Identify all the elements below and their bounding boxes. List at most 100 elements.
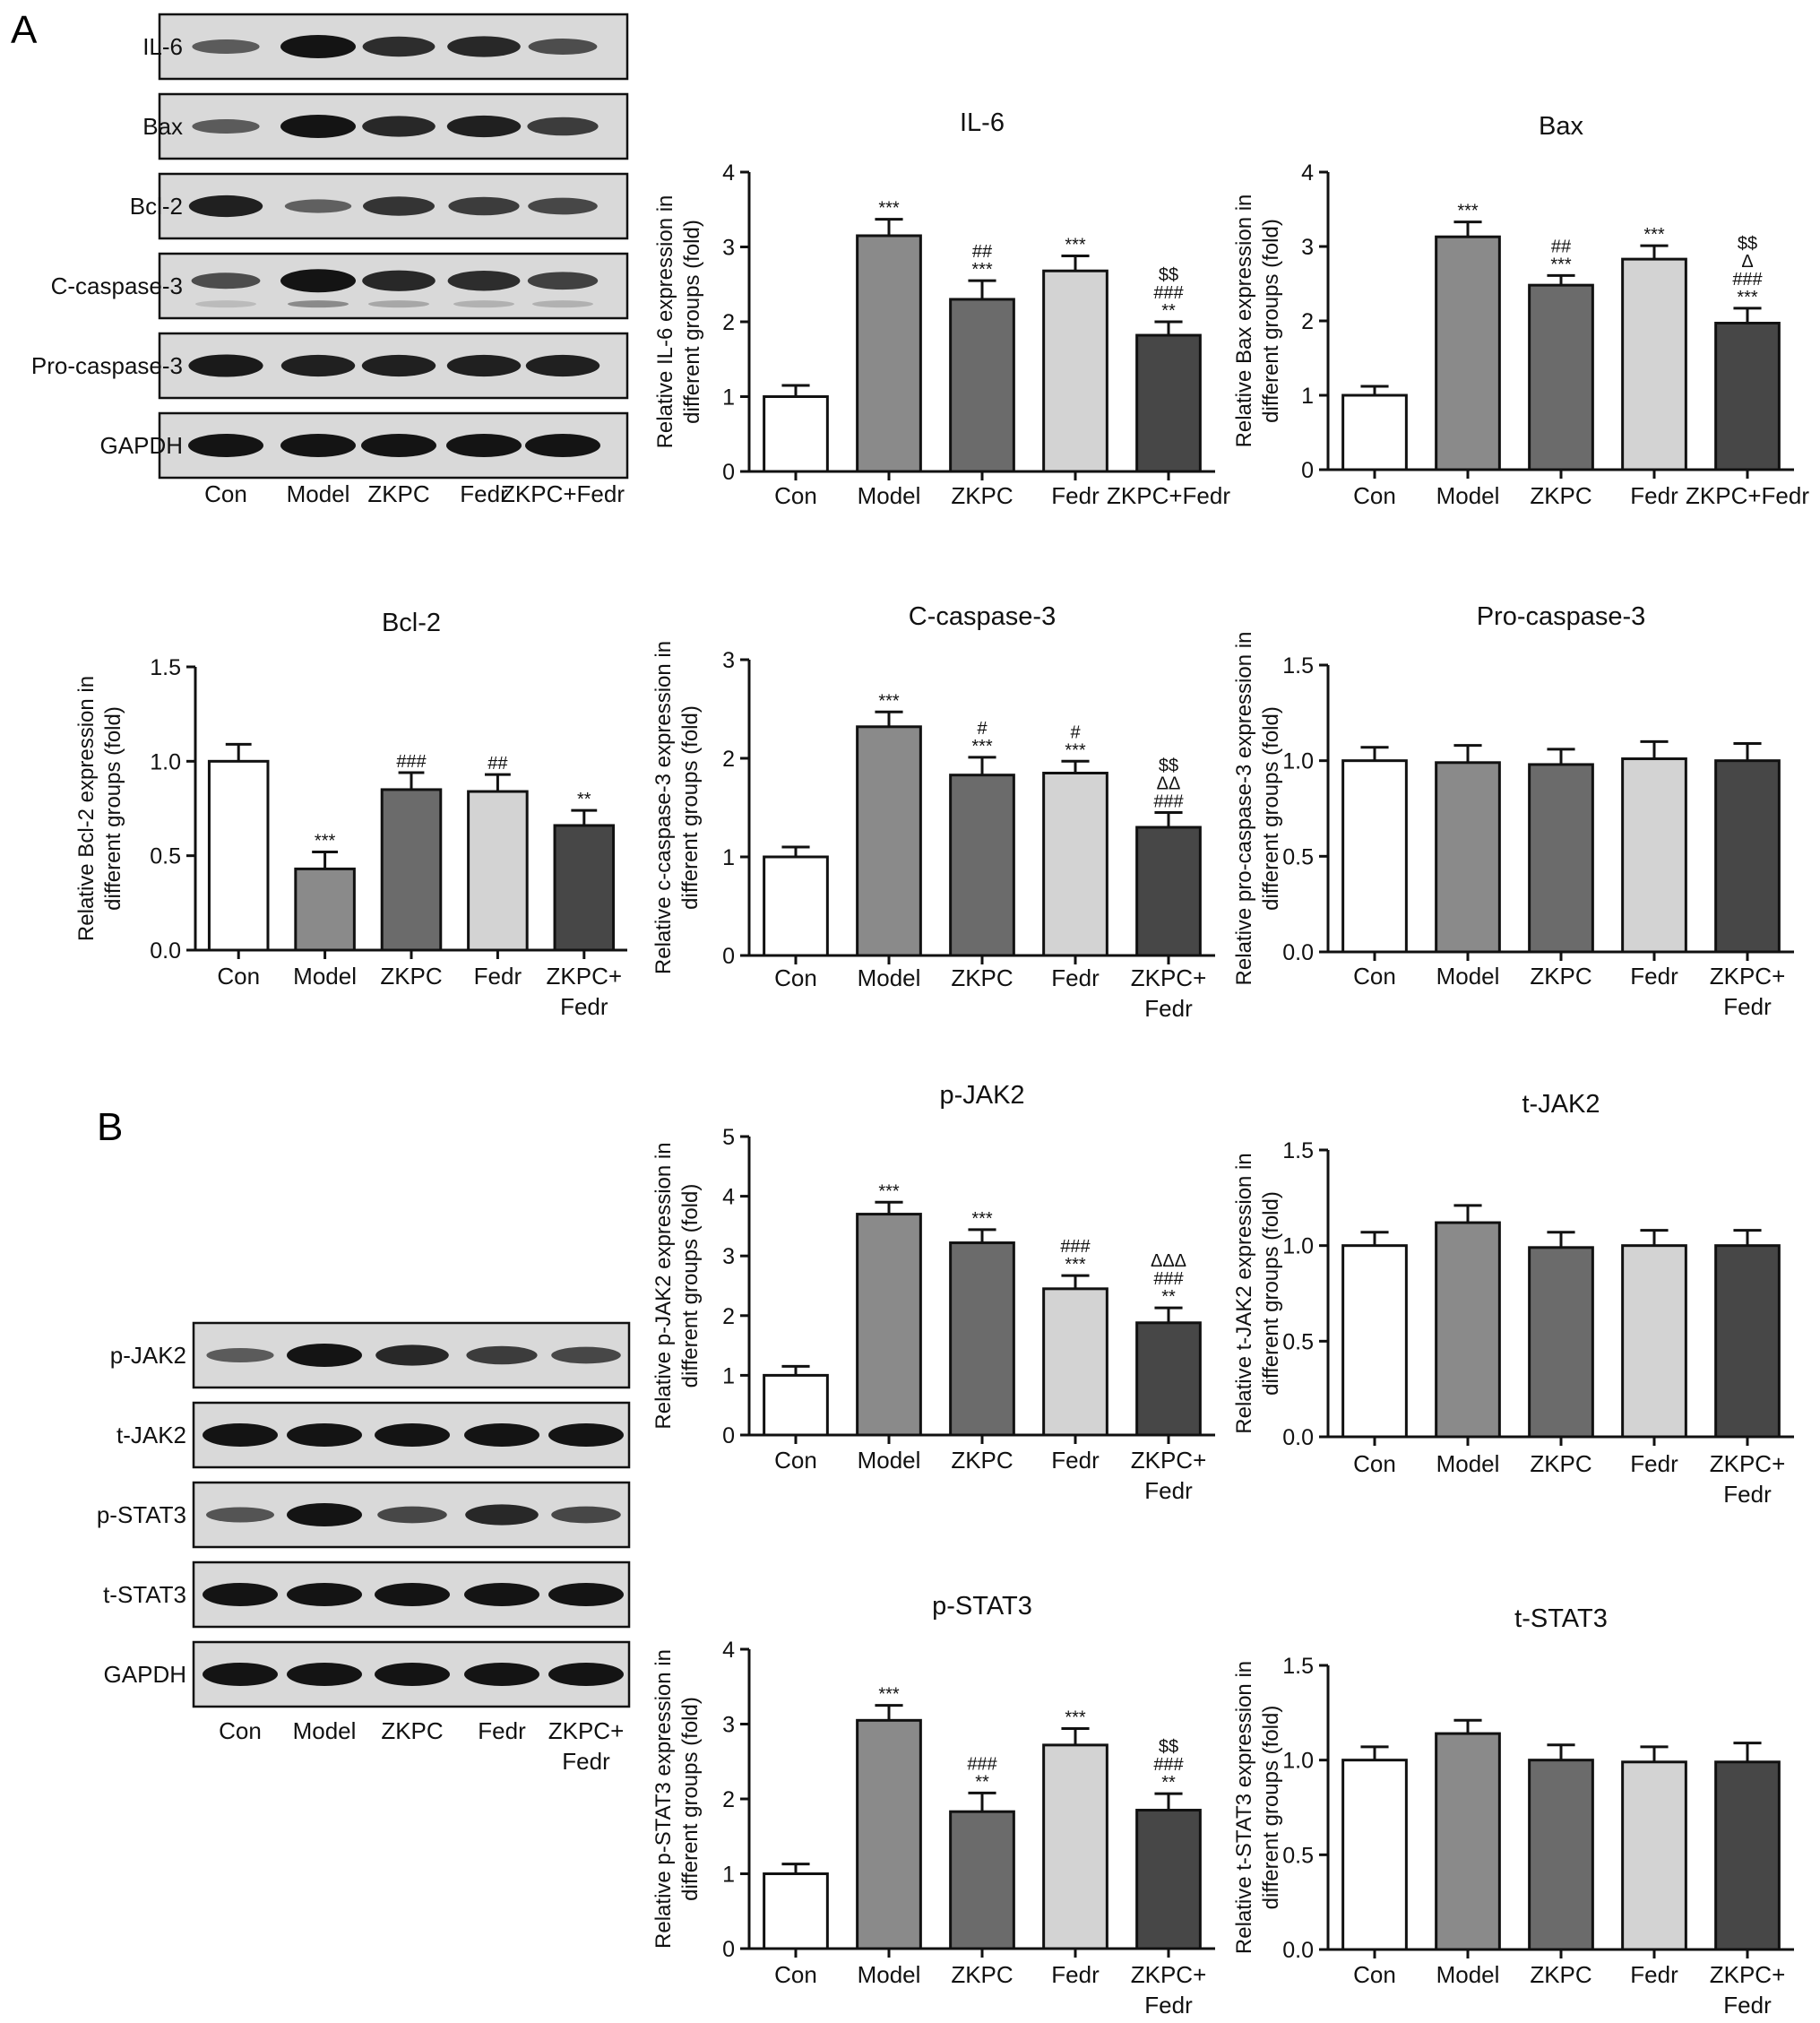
category-label: Fedr [1723,1992,1772,2019]
y-tick-label: 4 [1301,160,1314,186]
y-axis-label-line: different groups (fold) [680,220,704,424]
blot-band-secondary [195,300,256,308]
panel-label-a: A [11,8,38,52]
significance-label: *** [315,831,336,851]
y-tick-label: 1 [722,1363,735,1388]
y-axis-label: Relative c-caspase-3 expression in differ… [651,641,703,974]
y-axis-label-line: Relative Bax expression in [1232,195,1256,448]
western-blots: IL-6 Bax Bcl-2 C-caspase-3 Pro-caspase-3 GAPD… [31,13,631,1775]
blot-lane-label: Model [287,480,350,507]
significance-label: *** [1457,202,1479,221]
significance-label: ### [967,1754,997,1774]
bar [1135,1321,1202,1437]
significance-label: ### [1153,792,1184,812]
bar [1135,333,1202,473]
y-axis-label: Relative pro-caspase-3 expression in diff… [1232,632,1283,986]
y-tick-label: 1.0 [1282,1234,1314,1259]
blot-band [447,271,521,291]
y-tick-label: 0.5 [1282,1329,1314,1354]
y-tick-label: 1 [722,385,735,411]
bar [1341,1244,1408,1439]
y-tick-label: 3 [722,1713,735,1738]
bar [1714,1244,1781,1439]
category-label: Model [1436,963,1500,990]
category-label: Fedr [1630,1450,1678,1477]
bar [1621,257,1687,471]
bar [1135,1809,1202,1950]
blot-band [287,1503,362,1526]
y-axis-label-line: different groups (fold) [678,1184,703,1388]
bar [380,788,443,952]
category-label: Fedr [1630,963,1678,990]
bar [763,395,829,473]
y-axis-label-line: different groups (fold) [1259,219,1283,423]
y-tick-label: 2 [1301,309,1314,334]
blot-lane-label: Model [293,1717,357,1744]
category-label: Fedr [1144,995,1193,1022]
category-label: ZKPC [951,1447,1013,1474]
category-label: Con [1353,482,1396,509]
y-axis-label: Relative p-JAK2 expression in different g… [651,1142,703,1429]
bar [1528,763,1594,954]
significance-label: *** [878,1181,900,1201]
significance-label: *** [878,1685,900,1705]
y-tick-label: 0.5 [1282,844,1314,869]
bar [1621,757,1687,954]
significance-label: $$ [1159,756,1178,776]
category-label: ZKPC [1530,1961,1591,1988]
blot-band [363,196,435,216]
chart-title: Bax [1539,112,1583,141]
blot-band [203,1583,278,1606]
blot-lane-label: Fedr [460,480,508,507]
blot-row-label: GAPDH [100,432,183,459]
category-label: ZKPC [380,963,442,990]
y-axis-label-line: different groups (fold) [1259,1706,1283,1910]
bar [856,725,922,957]
bar [1042,772,1108,957]
category-label: Model [858,482,921,509]
y-tick-label: 1.0 [1282,1749,1314,1774]
blot-band [188,195,263,218]
blot-band [280,115,356,138]
bar-chart: t-STAT3 Relative t-STAT3 expression in dif… [1232,1604,1794,2019]
chart-title: t-JAK2 [1522,1090,1600,1119]
bar [1528,1246,1594,1439]
blot-band-secondary [532,300,593,308]
blot-band [361,434,436,457]
bar [467,790,529,952]
category-label: Fedr [474,963,522,990]
category-label: ZKPC [951,964,1013,991]
y-tick-label: 1.5 [1282,1138,1314,1163]
significance-label: ### [1153,283,1184,303]
chart-title: p-STAT3 [932,1592,1032,1621]
bar [553,824,616,952]
y-tick-label: 2 [722,1787,735,1812]
blot-row-label: t-STAT3 [103,1581,186,1608]
category-label: Con [774,482,817,509]
blot-band [525,354,600,377]
blot-band [287,1583,362,1606]
bar [1435,1732,1501,1951]
panel-label-b: B [97,1105,123,1149]
blot-band [377,1506,447,1524]
blot-band [527,272,599,290]
blot-row: IL-6 [142,13,629,81]
blot-row-label: Bcl-2 [130,193,183,220]
blot-lane-label: ZKPC [367,480,429,507]
y-axis-label-line: Relative pro-caspase-3 expression in [1232,632,1256,986]
y-axis-label-line: Relative Bcl-2 expression in [74,676,99,941]
blot-lane-label: Fedr [562,1748,610,1775]
bar [1435,1221,1501,1439]
bar [856,1213,922,1437]
category-label: Con [774,1961,817,1988]
category-label: Model [858,964,921,991]
blot-band [206,1507,274,1523]
category-label: Con [1353,1450,1396,1477]
significance-label: ### [1060,1237,1091,1257]
blot-band [206,1347,274,1363]
blot-band [525,434,600,457]
significance-label: *** [1065,1708,1086,1728]
category-label: Con [774,1447,817,1474]
